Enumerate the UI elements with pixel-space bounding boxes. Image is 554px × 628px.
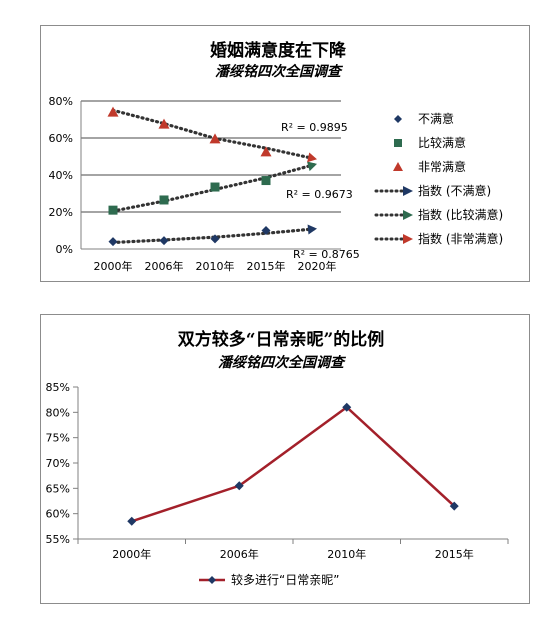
data-point: [158, 118, 170, 129]
data-point: [159, 236, 169, 246]
trendline-arrow: [307, 224, 317, 235]
x-tick-label: 2015年: [435, 547, 474, 561]
chart-satisfaction: 婚姻满意度在下降 潘绥铭四次全国调查 0% 20% 40% 60% 80% 2000年 2…: [49, 40, 504, 273]
r-squared-label: R² = 0.9895: [281, 121, 348, 134]
y-tick-label: 85%: [46, 381, 70, 394]
data-point: [107, 106, 119, 117]
legend-arrow: [403, 186, 413, 196]
data-point: [108, 205, 118, 215]
legend-marker: [394, 115, 402, 123]
x-tick-label: 2006年: [220, 547, 259, 561]
legend-label: 指数 (非常满意): [418, 231, 503, 246]
legend-label: 非常满意: [418, 159, 466, 174]
y-tick-label: 80%: [49, 95, 73, 108]
series-line: [131, 405, 456, 523]
chart-title: 婚姻满意度在下降: [210, 40, 347, 61]
legend-label: 指数 (比较满意): [418, 207, 503, 222]
chart-panel-satisfaction: 婚姻满意度在下降 潘绥铭四次全国调查 0% 20% 40% 60% 80% 2000年 2…: [40, 25, 530, 282]
chart-panel-intimacy: 双方较多“日常亲昵”的比例 潘绥铭四次全国调查 55% 60% 65% 70% 75% 8…: [40, 314, 530, 604]
data-point: [127, 516, 137, 526]
legend-marker: [394, 139, 402, 147]
legend-label: 指数 (不满意): [418, 183, 491, 198]
x-tick-label: 2000年: [112, 547, 151, 561]
r-squared-label: R² = 0.8765: [293, 248, 360, 261]
data-point: [342, 402, 352, 412]
data-point: [209, 133, 221, 144]
chart-intimacy: 双方较多“日常亲昵”的比例 潘绥铭四次全国调查 55% 60% 65% 70% 75% 8…: [46, 329, 509, 587]
data-point: [260, 146, 272, 157]
data-point: [210, 234, 220, 244]
x-tick-label: 2020年: [298, 259, 337, 273]
legend-marker: [393, 162, 403, 171]
legend-label: 比较满意: [418, 135, 466, 150]
legend-label: 较多进行“日常亲昵”: [231, 572, 339, 587]
legend-arrow: [403, 210, 413, 220]
x-tick-label: 2015年: [247, 259, 286, 273]
y-tick-label: 20%: [49, 206, 73, 219]
data-point: [261, 176, 271, 186]
data-point: [449, 501, 459, 511]
y-tick-label: 60%: [46, 508, 70, 521]
data-point: [159, 195, 169, 205]
r-squared-label: R² = 0.9673: [286, 188, 353, 201]
legend-marker: [208, 576, 216, 584]
data-point: [234, 481, 244, 491]
chart-subtitle: 潘绥铭四次全国调查: [218, 354, 347, 371]
trendline-arrow: [307, 161, 317, 172]
y-tick-label: 55%: [46, 533, 70, 546]
y-tick-label: 0%: [56, 243, 73, 256]
legend-arrow: [403, 234, 413, 244]
y-tick-label: 60%: [49, 132, 73, 145]
y-tick-label: 40%: [49, 169, 73, 182]
y-tick-label: 80%: [46, 406, 70, 419]
chart-title: 双方较多“日常亲昵”的比例: [178, 329, 385, 350]
legend-label: 不满意: [418, 111, 454, 126]
y-tick-label: 75%: [46, 432, 70, 445]
chart-subtitle: 潘绥铭四次全国调查: [215, 63, 344, 80]
trendline-arrow: [307, 152, 317, 163]
data-point: [210, 182, 220, 192]
data-point: [108, 237, 118, 247]
y-tick-label: 65%: [46, 482, 70, 495]
x-tick-label: 2010年: [196, 259, 235, 273]
x-tick-label: 2006年: [145, 259, 184, 273]
x-tick-label: 2010年: [327, 547, 366, 561]
data-point: [261, 226, 271, 235]
y-tick-label: 70%: [46, 457, 70, 470]
x-tick-label: 2000年: [94, 259, 133, 273]
